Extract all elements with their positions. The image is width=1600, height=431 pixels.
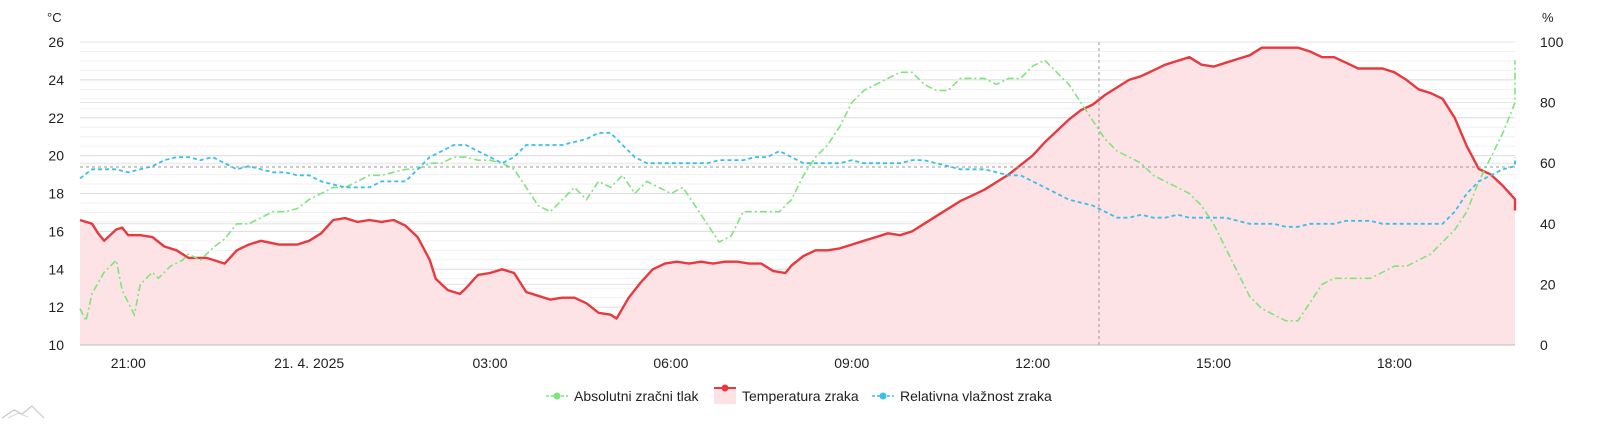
y-left-tick: 24 (48, 72, 64, 88)
legend-item[interactable]: Temperatura zraka (714, 384, 859, 405)
legend-dot (721, 384, 729, 392)
x-tick: 12:00 (1015, 355, 1050, 371)
y-right-tick: 60 (1540, 155, 1556, 171)
x-tick: 21. 4. 2025 (274, 355, 344, 371)
x-tick: 03:00 (472, 355, 507, 371)
y-left-unit: °C (47, 10, 62, 25)
y-left-tick: 14 (48, 261, 64, 277)
crosshair (80, 42, 1515, 345)
legend-label: Absolutni zračni tlak (574, 388, 700, 404)
y-right-tick: 0 (1540, 337, 1548, 353)
y-left-tick: 22 (48, 110, 64, 126)
logo-icon (1, 405, 45, 419)
y-right-tick: 40 (1540, 216, 1556, 232)
legend-item[interactable]: Absolutni zračni tlak (546, 388, 700, 404)
y-right-unit: % (1542, 10, 1554, 25)
legend-swatch (714, 388, 736, 404)
y-left-tick: 20 (48, 148, 64, 164)
y-left-tick: 16 (48, 223, 64, 239)
y-right-tick: 80 (1540, 95, 1556, 111)
y-left-tick: 18 (48, 186, 64, 202)
legend-item[interactable]: Relativna vlažnost zraka (872, 388, 1052, 404)
y-left-tick: 26 (48, 34, 64, 50)
x-tick: 09:00 (834, 355, 869, 371)
legend-label: Relativna vlažnost zraka (900, 388, 1052, 404)
humidity-line (79, 132, 1516, 228)
y-right-tick: 20 (1540, 276, 1556, 292)
x-tick: 06:00 (653, 355, 688, 371)
y-right-tick: 100 (1540, 34, 1564, 50)
x-tick: 18:00 (1377, 355, 1412, 371)
y-left-tick: 12 (48, 299, 64, 315)
x-tick: 21:00 (111, 355, 146, 371)
series-layer (79, 46, 1517, 345)
y-left-tick: 10 (48, 337, 64, 353)
x-tick: 15:00 (1196, 355, 1231, 371)
legend-label: Temperatura zraka (742, 388, 859, 404)
temperature-line (79, 46, 1517, 320)
legend-dot (553, 392, 561, 400)
legend-dot (879, 392, 887, 400)
legend: Absolutni zračni tlak Temperatura zraka Re… (546, 384, 1052, 405)
axes: 10 12 14 16 18 20 22 24 26 0 20 40 60 80 100 21:00 21. 4… (48, 34, 1563, 371)
temperature-area (80, 47, 1515, 345)
